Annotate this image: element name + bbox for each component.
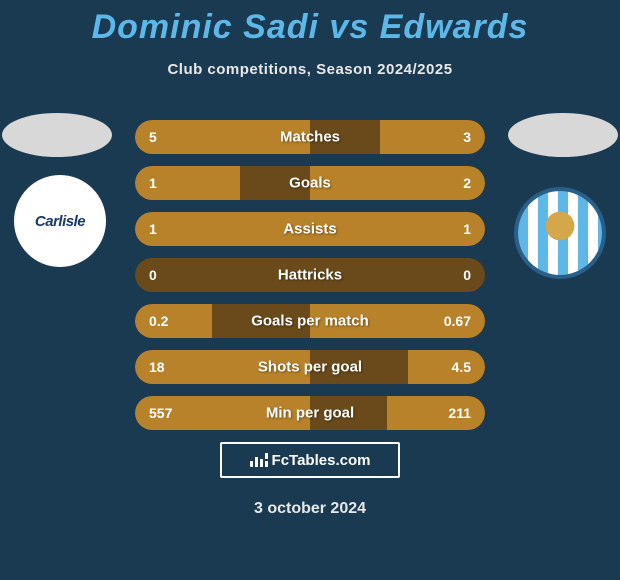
stat-value-left: 0 [149,267,157,283]
stat-row: 5 3 Matches [135,120,485,154]
stat-label: Matches [280,129,340,146]
stat-row: 1 1 Assists [135,212,485,246]
stat-value-left: 557 [149,405,172,421]
stat-row: 0.2 0.67 Goals per match [135,304,485,338]
player-photo-left [2,113,112,157]
stat-value-right: 211 [448,405,471,421]
stat-bar-right [310,166,485,200]
stat-label: Assists [283,221,336,238]
stat-label: Hattricks [278,267,342,284]
date-text: 3 october 2024 [254,500,366,518]
stat-value-right: 0 [463,267,471,283]
club-logo-left: Carlisle [14,175,106,267]
stat-label: Goals per match [251,313,369,330]
stat-value-left: 1 [149,175,157,191]
stats-container: 53Matches12Goals11Assists00Hattricks0.20… [135,120,485,442]
stat-value-left: 5 [149,129,157,145]
stat-value-right: 3 [463,129,471,145]
stat-value-right: 4.5 [452,359,471,375]
stat-label: Min per goal [266,405,354,422]
stat-value-left: 18 [149,359,165,375]
branding-text: FcTables.com [272,452,371,469]
stat-bar-left [135,304,212,338]
stat-label: Shots per goal [258,359,362,376]
stat-row: 1 2 Goals [135,166,485,200]
branding-badge[interactable]: FcTables.com [220,442,400,478]
stat-value-left: 0.2 [149,313,168,329]
stat-value-right: 1 [463,221,471,237]
stat-value-right: 0.67 [444,313,471,329]
stat-value-right: 2 [463,175,471,191]
club-logo-right [514,187,606,279]
club-logo-left-text: Carlisle [35,213,85,230]
player-photo-right [508,113,618,157]
page-title: Dominic Sadi vs Edwards [0,0,620,47]
subtitle: Club competitions, Season 2024/2025 [0,61,620,78]
stat-row: 0 0 Hattricks [135,258,485,292]
stat-value-left: 1 [149,221,157,237]
stat-label: Goals [289,175,331,192]
chart-icon [250,453,268,467]
stat-bar-right [408,350,485,384]
stat-row: 557 211 Min per goal [135,396,485,430]
stat-row: 18 4.5 Shots per goal [135,350,485,384]
